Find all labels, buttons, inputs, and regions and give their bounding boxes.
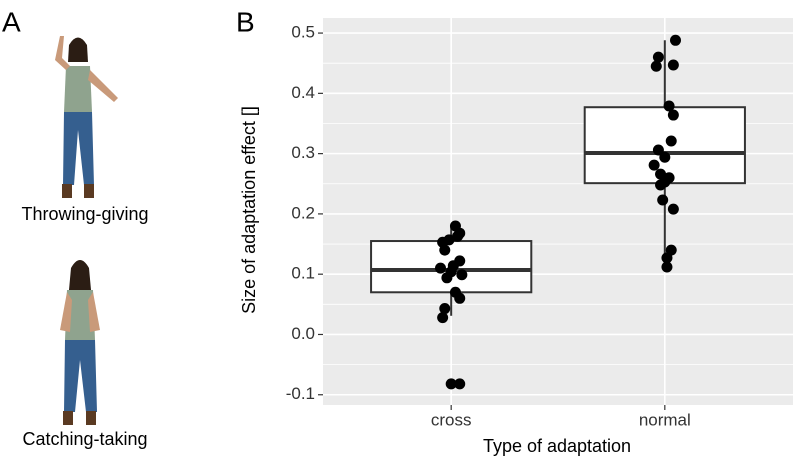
y-tick-label: 0.4	[291, 83, 315, 102]
jitter-point	[652, 51, 664, 63]
jitter-point	[661, 261, 673, 273]
jitter-point	[437, 312, 449, 324]
x-axis-title: Type of adaptation	[483, 436, 631, 456]
panel-label: B	[236, 6, 255, 37]
jitter-point	[657, 194, 669, 206]
jitter-point	[439, 303, 451, 315]
y-tick-label: 0.0	[291, 324, 315, 343]
y-tick-label: -0.1	[286, 384, 315, 403]
avatar-throwing	[55, 36, 118, 198]
jitter-point	[454, 227, 466, 239]
jitter-point	[665, 135, 677, 147]
jitter-point	[441, 272, 453, 284]
y-tick-label: 0.5	[291, 23, 315, 42]
plot-background	[323, 18, 793, 405]
x-tick-label: normal	[639, 410, 691, 429]
jitter-point	[661, 252, 673, 264]
jitter-point	[667, 59, 679, 71]
jitter-point	[445, 378, 457, 390]
jitter-point	[659, 151, 671, 163]
jitter-point	[648, 159, 660, 171]
figure-caption: Throwing-giving	[21, 204, 148, 224]
jitter-point	[670, 34, 681, 46]
y-tick-label: 0.1	[291, 264, 315, 283]
figure-caption: Catching-taking	[22, 429, 147, 449]
jitter-point	[652, 144, 664, 156]
jitter-point	[650, 60, 662, 72]
panel-label: A	[2, 6, 21, 37]
jitter-point	[456, 269, 468, 281]
y-tick-label: 0.2	[291, 203, 315, 222]
jitter-point	[667, 109, 679, 121]
jitter-point	[439, 244, 451, 256]
y-tick-label: 0.3	[291, 143, 315, 162]
jitter-point	[667, 203, 679, 215]
x-tick-label: cross	[431, 410, 472, 429]
jitter-point	[659, 176, 671, 188]
jitter-point	[454, 255, 466, 267]
avatar-catching	[60, 260, 100, 425]
jitter-point	[454, 292, 466, 304]
jitter-point	[435, 262, 446, 274]
jitter-point	[443, 234, 455, 246]
jitter-point	[454, 378, 466, 390]
jitter-point	[663, 100, 675, 112]
y-axis-title: Size of adaptation effect []	[239, 106, 259, 314]
